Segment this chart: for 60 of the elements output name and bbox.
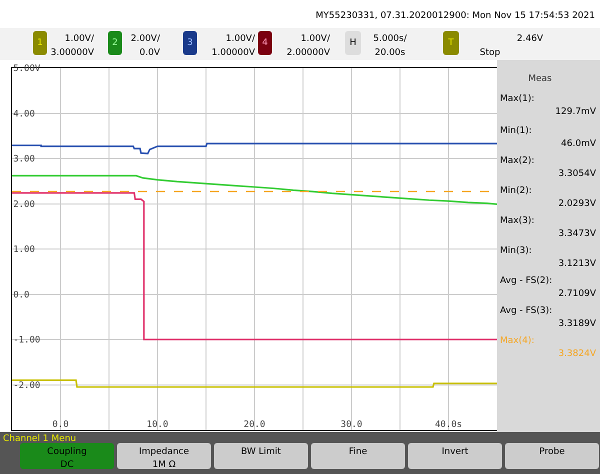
text: 3.1213V: [557, 258, 596, 270]
text: 3.3824V: [557, 348, 596, 360]
text: 2: [111, 37, 119, 49]
text: 1: [36, 37, 44, 49]
text: 46.0mV: [560, 138, 596, 150]
text: H: [348, 37, 358, 49]
text: Avg - FS(3):: [500, 305, 554, 317]
text: Min(2):: [500, 185, 533, 197]
y-tick-label: -1.00: [13, 336, 40, 346]
text: 2.7109V: [557, 288, 596, 300]
text: 1.00V/: [224, 33, 255, 45]
text: 1M Ω: [151, 459, 177, 471]
text: Max(2):: [500, 155, 536, 167]
text: 5.000s/: [372, 33, 408, 45]
y-tick-label: -2.00: [13, 380, 40, 391]
text: T: [447, 37, 455, 49]
text: DC: [59, 459, 75, 471]
text: 3.3473V: [557, 228, 596, 240]
text: 2.00V/: [130, 33, 160, 45]
text: 3.00000V: [50, 47, 94, 59]
text: Max(4):: [500, 335, 536, 347]
text: 4: [261, 37, 269, 49]
y-tick-label: 1.00: [13, 245, 35, 256]
text: 2.0293V: [557, 198, 596, 210]
text: Min(1):: [500, 125, 533, 137]
text: Impedance: [138, 446, 190, 458]
x-tick-label: 10.0: [146, 420, 168, 430]
text: 1.00000V: [210, 47, 255, 59]
text: 3: [186, 37, 194, 49]
line-series: [12, 142, 497, 154]
y-tick-label: 3.00: [13, 154, 35, 165]
y-tick-label: 4.00: [13, 109, 35, 120]
text: 3.3054V: [557, 168, 596, 180]
text: 3.3189V: [557, 318, 596, 330]
text: BW Limit: [240, 446, 282, 458]
text: Coupling: [46, 446, 88, 458]
text: 1.00V/: [64, 34, 94, 44]
y-tick-label: 2.00: [13, 200, 35, 210]
text: Min(3):: [500, 245, 533, 257]
x-tick-label: 30.0: [340, 420, 362, 430]
text: Stop: [478, 47, 502, 59]
text: Max(3):: [500, 215, 536, 227]
text: Max(1):: [500, 93, 536, 105]
text: 1.00V/: [300, 33, 330, 45]
text: 2.46V: [516, 33, 544, 45]
text: Avg - FS(2):: [500, 275, 554, 287]
text: MY55230331, 07.31.2020012900: Mon Nov 15 17:54:53 2021: [314, 10, 595, 22]
y-tick-label: 0.0: [13, 290, 30, 300]
text: Channel 1 Menu: [3, 433, 78, 445]
text: Fine: [348, 446, 368, 458]
text: 129.7mV: [554, 106, 596, 118]
x-tick-label: 0.0: [52, 420, 69, 430]
x-tick-label: 40.0s: [434, 420, 462, 430]
text: 2.00000V: [286, 47, 330, 59]
text: 0.0V: [138, 47, 160, 59]
x-tick-label: 20.0: [244, 420, 266, 430]
text: 20.00s: [374, 47, 406, 59]
text: Meas: [527, 73, 553, 85]
text: Invert: [440, 446, 470, 458]
text: Probe: [538, 446, 566, 458]
